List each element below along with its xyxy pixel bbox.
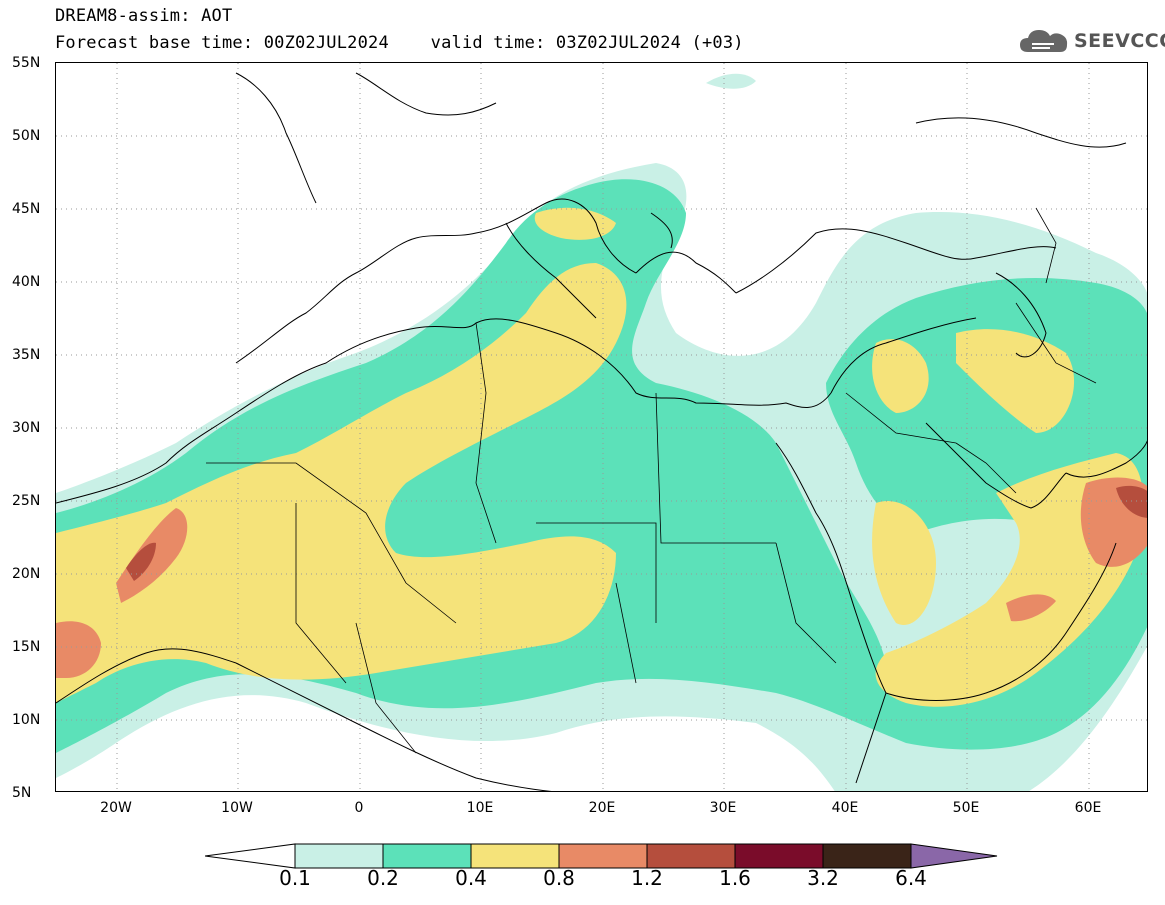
colorbar-bin-1	[294, 843, 384, 869]
base-time: Forecast base time: 00Z02JUL2024	[55, 33, 389, 53]
colorbar	[205, 843, 998, 869]
colorbar-label-0.4: 0.4	[455, 866, 487, 890]
lat-label-55n: 55N	[12, 55, 41, 71]
lon-label-50e: 50E	[952, 800, 980, 816]
aot-0.4-region	[56, 207, 1144, 707]
lon-label-20w: 20W	[100, 800, 132, 816]
colorbar-label-0.8: 0.8	[543, 866, 575, 890]
cloud-icon	[1020, 30, 1068, 52]
valid-time: valid time: 03Z02JUL2024 (+03)	[430, 33, 744, 53]
colorbar-label-0.2: 0.2	[367, 866, 399, 890]
lon-label-40e: 40E	[831, 800, 859, 816]
colorbar-label-1.6: 1.6	[719, 866, 751, 890]
lon-label-60e: 60E	[1074, 800, 1102, 816]
lat-label-20n: 20N	[12, 566, 41, 582]
lat-label-25n: 25N	[12, 493, 41, 509]
lon-label-30e: 30E	[709, 800, 737, 816]
lat-label-30n: 30N	[12, 420, 41, 436]
gridlines	[56, 63, 1147, 791]
lat-label-35n: 35N	[12, 347, 41, 363]
colorbar-label-1.2: 1.2	[631, 866, 663, 890]
coastlines	[56, 72, 1147, 791]
lat-label-40n: 40N	[12, 274, 41, 290]
colorbar-bin-3	[470, 843, 560, 869]
colorbar-bin-6	[734, 843, 824, 869]
aot-1.2-region	[126, 485, 1147, 581]
colorbar-label-3.2: 3.2	[807, 866, 839, 890]
lat-label-15n: 15N	[12, 639, 41, 655]
map-title: DREAM8-assim: AOT	[55, 6, 233, 26]
lon-label-20e: 20E	[588, 800, 616, 816]
colorbar-label-6.4: 6.4	[895, 866, 927, 890]
lat-label-50n: 50N	[12, 128, 41, 144]
lon-label-10w: 10W	[221, 800, 253, 816]
forecast-times: Forecast base time: 00Z02JUL2024 valid t…	[55, 33, 744, 53]
logo-text: SEEVCCC	[1074, 30, 1165, 52]
colorbar-bin-7	[822, 843, 912, 869]
colorbar-high-arrow	[910, 843, 998, 869]
lon-label-10e: 10E	[466, 800, 494, 816]
colorbar-bin-2	[382, 843, 472, 869]
borders	[206, 207, 1097, 754]
colorbar-label-0.1: 0.1	[279, 866, 311, 890]
map-area	[55, 62, 1148, 792]
colorbar-bin-4	[558, 843, 648, 869]
lon-label-0: 0	[354, 800, 364, 816]
lat-label-5n: 5N	[12, 785, 32, 801]
colorbar-bin-5	[646, 843, 736, 869]
lat-label-45n: 45N	[12, 201, 41, 217]
lat-label-10n: 10N	[12, 712, 41, 728]
colorbar-low-arrow	[205, 843, 296, 869]
seevccc-logo: SEEVCCC	[1018, 25, 1165, 57]
